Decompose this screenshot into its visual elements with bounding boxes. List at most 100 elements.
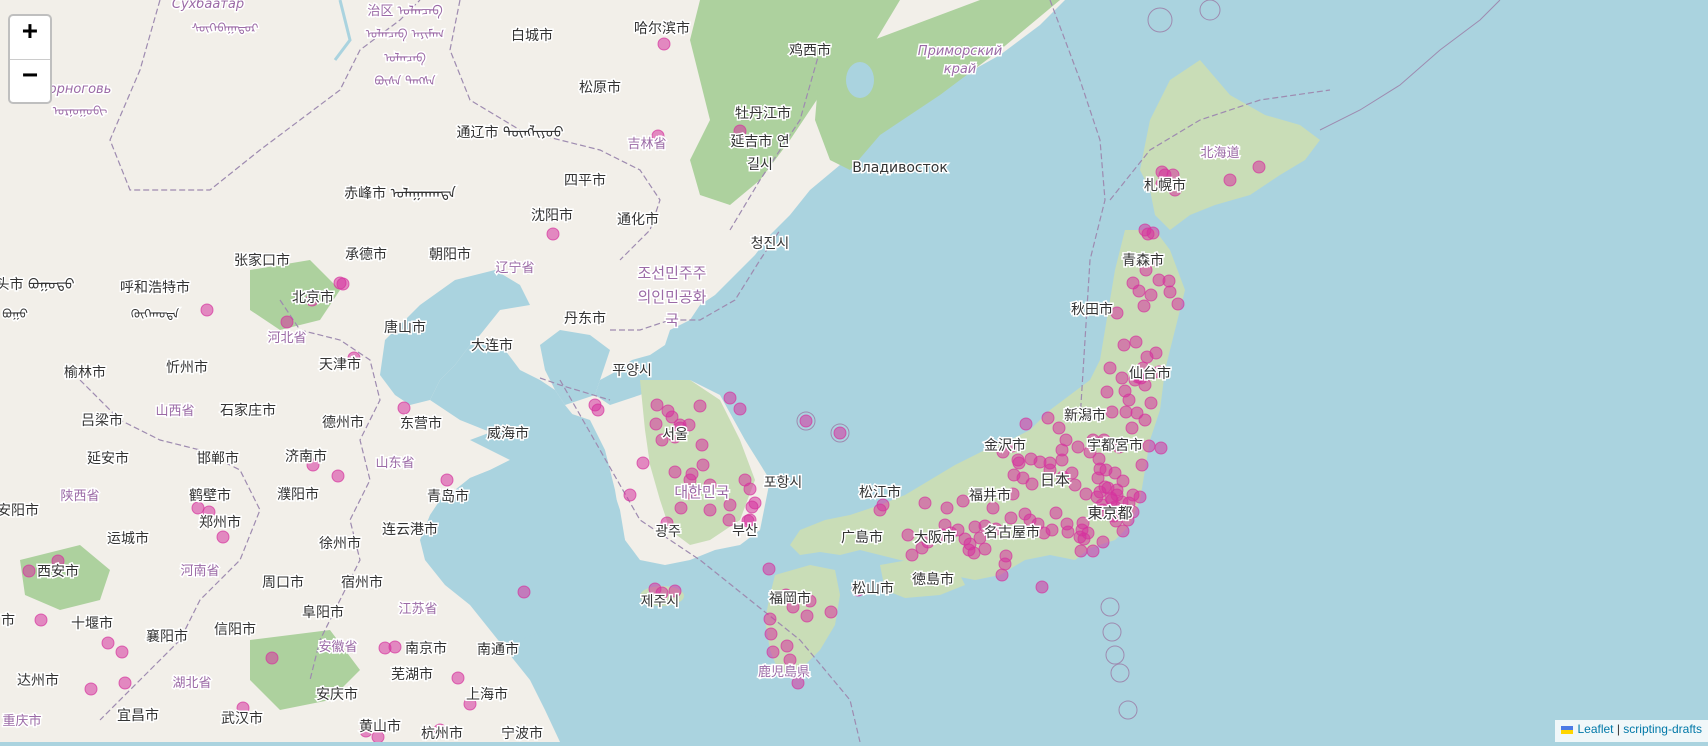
location-marker[interactable]: [1012, 456, 1026, 470]
location-marker[interactable]: [655, 433, 669, 447]
location-marker[interactable]: [657, 37, 671, 51]
location-marker[interactable]: [901, 528, 915, 542]
location-marker[interactable]: [703, 503, 717, 517]
location-marker[interactable]: [1083, 445, 1097, 459]
location-marker[interactable]: [650, 398, 664, 412]
location-marker[interactable]: [655, 586, 669, 600]
location-marker[interactable]: [833, 426, 847, 440]
location-marker[interactable]: [940, 501, 954, 515]
location-marker[interactable]: [347, 351, 361, 365]
location-marker[interactable]: [1019, 417, 1033, 431]
location-marker[interactable]: [1107, 509, 1121, 523]
zoom-in-button[interactable]: +: [22, 16, 38, 46]
location-marker[interactable]: [1103, 361, 1117, 375]
location-marker[interactable]: [1043, 463, 1057, 477]
location-marker[interactable]: [388, 640, 402, 654]
location-marker[interactable]: [1105, 405, 1119, 419]
location-marker[interactable]: [305, 293, 319, 307]
location-marker[interactable]: [951, 523, 965, 537]
location-marker[interactable]: [693, 399, 707, 413]
location-marker[interactable]: [876, 498, 890, 512]
location-marker[interactable]: [791, 676, 805, 690]
location-marker[interactable]: [433, 723, 447, 737]
location-marker[interactable]: [236, 701, 250, 715]
location-marker[interactable]: [905, 548, 919, 562]
location-marker[interactable]: [1252, 160, 1266, 174]
location-marker[interactable]: [623, 488, 637, 502]
location-marker[interactable]: [517, 585, 531, 599]
location-marker[interactable]: [1045, 523, 1059, 537]
source-link[interactable]: scripting-drafts: [1623, 722, 1702, 736]
location-marker[interactable]: [1140, 350, 1154, 364]
location-marker[interactable]: [1041, 411, 1055, 425]
location-marker[interactable]: [1052, 421, 1066, 435]
location-marker[interactable]: [1117, 338, 1131, 352]
location-marker[interactable]: [331, 469, 345, 483]
location-marker[interactable]: [661, 404, 675, 418]
location-marker[interactable]: [1152, 273, 1166, 287]
location-marker[interactable]: [1096, 503, 1110, 517]
location-marker[interactable]: [783, 653, 797, 667]
location-marker[interactable]: [200, 303, 214, 317]
location-marker[interactable]: [118, 676, 132, 690]
location-marker[interactable]: [1112, 440, 1126, 454]
location-marker[interactable]: [1122, 496, 1136, 510]
location-marker[interactable]: [1025, 477, 1039, 491]
location-marker[interactable]: [1071, 440, 1085, 454]
location-marker[interactable]: [1056, 470, 1070, 484]
location-marker[interactable]: [1149, 253, 1163, 267]
location-marker[interactable]: [1100, 385, 1114, 399]
location-marker[interactable]: [695, 438, 709, 452]
location-marker[interactable]: [780, 639, 794, 653]
leaflet-link[interactable]: Leaflet: [1577, 722, 1614, 736]
location-marker[interactable]: [1031, 517, 1045, 531]
location-marker[interactable]: [1144, 396, 1158, 410]
location-marker[interactable]: [1138, 413, 1152, 427]
location-marker[interactable]: [766, 645, 780, 659]
location-marker[interactable]: [265, 651, 279, 665]
location-marker[interactable]: [995, 568, 1009, 582]
location-marker[interactable]: [918, 496, 932, 510]
location-marker[interactable]: [986, 501, 1000, 515]
zoom-out-button[interactable]: −: [10, 59, 50, 102]
location-marker[interactable]: [1035, 580, 1049, 594]
location-marker[interactable]: [1133, 490, 1147, 504]
location-marker[interactable]: [1166, 168, 1180, 182]
location-marker[interactable]: [1119, 405, 1133, 419]
location-marker[interactable]: [967, 546, 981, 560]
location-marker[interactable]: [1168, 183, 1182, 197]
location-marker[interactable]: [938, 518, 952, 532]
location-marker[interactable]: [763, 612, 777, 626]
location-marker[interactable]: [668, 584, 682, 598]
location-marker[interactable]: [733, 402, 747, 416]
location-marker[interactable]: [803, 594, 817, 608]
location-marker[interactable]: [1129, 335, 1143, 349]
location-marker[interactable]: [779, 588, 793, 602]
location-marker[interactable]: [762, 562, 776, 576]
location-marker[interactable]: [1004, 511, 1018, 525]
location-marker[interactable]: [1163, 285, 1177, 299]
location-marker[interactable]: [1061, 525, 1075, 539]
location-marker[interactable]: [722, 513, 736, 527]
location-marker[interactable]: [733, 124, 747, 138]
location-marker[interactable]: [1118, 384, 1132, 398]
location-marker[interactable]: [921, 535, 935, 549]
location-marker[interactable]: [999, 549, 1013, 563]
location-marker[interactable]: [22, 564, 36, 578]
location-marker[interactable]: [463, 697, 477, 711]
location-marker[interactable]: [973, 531, 987, 545]
location-marker[interactable]: [996, 445, 1010, 459]
location-marker[interactable]: [1086, 544, 1100, 558]
location-marker[interactable]: [359, 724, 373, 738]
location-marker[interactable]: [1142, 439, 1156, 453]
location-marker[interactable]: [743, 513, 757, 527]
location-marker[interactable]: [51, 554, 65, 568]
location-marker[interactable]: [1079, 487, 1093, 501]
location-marker[interactable]: [1086, 433, 1100, 447]
location-marker[interactable]: [743, 482, 757, 496]
location-marker[interactable]: [306, 458, 320, 472]
location-marker[interactable]: [1152, 365, 1166, 379]
location-marker[interactable]: [956, 494, 970, 508]
location-marker[interactable]: [745, 500, 759, 514]
location-marker[interactable]: [1077, 532, 1091, 546]
